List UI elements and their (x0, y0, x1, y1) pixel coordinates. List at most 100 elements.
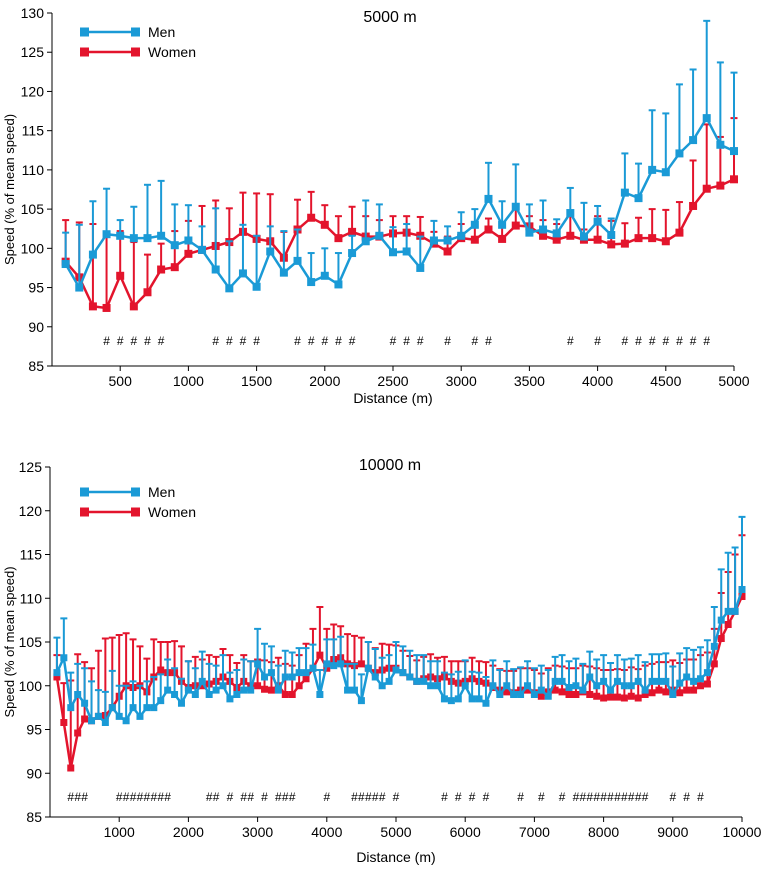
significance-marker: # (628, 790, 635, 804)
significance-marker: # (669, 790, 676, 804)
data-point (198, 677, 206, 685)
data-point (129, 302, 138, 311)
data-point (219, 682, 227, 690)
data-point (81, 715, 89, 723)
data-point (579, 232, 588, 241)
legend-entry-women: Women (80, 504, 196, 520)
data-point (293, 256, 302, 265)
x-tick-label: 3500 (514, 373, 545, 389)
data-point (558, 688, 566, 696)
significance-marker: # (130, 334, 137, 348)
y-tick-label: 125 (21, 44, 45, 60)
data-point (164, 686, 172, 694)
significance-marker: # (365, 790, 372, 804)
data-point (641, 691, 649, 698)
data-point (279, 268, 288, 277)
data-point (74, 691, 82, 698)
data-point (357, 697, 365, 705)
significance-marker: # (621, 790, 628, 804)
data-point (710, 642, 718, 650)
data-point (307, 278, 316, 287)
x-axis-label: Distance (m) (356, 849, 435, 865)
data-point (607, 230, 616, 239)
data-point (572, 682, 580, 690)
y-tick-label: 100 (21, 240, 45, 256)
significance-marker: # (697, 790, 704, 804)
data-point (634, 677, 642, 685)
significance-marker: # (607, 790, 614, 804)
legend-marker (80, 47, 89, 57)
significance-marker: # (323, 790, 330, 804)
data-point (143, 704, 151, 712)
legend-marker (131, 507, 140, 517)
data-point (600, 677, 608, 685)
chart-10000m: 85 90 95 100 105 110 115 120 125 1000 2000 3000 4000… (2, 457, 762, 865)
data-point (539, 225, 548, 234)
data-point (375, 231, 384, 240)
chart-5000m: 85 90 95 100 105 110 115 120 125 130 500 1000 1500 20… (2, 5, 750, 406)
legend-label: Men (148, 24, 175, 40)
data-point (170, 241, 179, 250)
significance-marker: # (213, 790, 220, 804)
y-tick-label: 115 (20, 547, 43, 563)
legend-label: Women (148, 44, 196, 60)
data-point (205, 691, 213, 698)
series-men (61, 19, 738, 293)
data-point (74, 729, 82, 737)
data-point (620, 239, 629, 248)
data-point (225, 284, 234, 293)
significance-marker: # (130, 790, 137, 804)
legend-entry-men: Men (80, 24, 175, 40)
series-women (61, 117, 738, 312)
data-point (738, 593, 746, 600)
data-point (566, 231, 575, 240)
significance-marker: # (158, 334, 165, 348)
data-point (689, 201, 698, 210)
significance-marker: # (662, 334, 669, 348)
data-point (593, 682, 601, 690)
significance-marker: # (116, 790, 123, 804)
data-point (427, 682, 435, 690)
significance-marker: # (164, 790, 171, 804)
x-tick-label: 500 (109, 373, 133, 389)
data-point (470, 220, 479, 229)
significance-marker: # (240, 334, 247, 348)
series-women (53, 534, 746, 772)
data-point (184, 236, 193, 245)
chart-title: 5000 m (363, 9, 416, 26)
x-tick-label: 2000 (173, 824, 204, 840)
y-tick-label: 100 (19, 678, 43, 694)
significance-marker: # (586, 790, 593, 804)
significance-marker: # (573, 790, 580, 804)
data-point (607, 240, 616, 249)
data-point (184, 686, 192, 694)
significance-marker: # (351, 790, 358, 804)
significance-marker: # (372, 790, 379, 804)
significance-marker: # (403, 334, 410, 348)
significance-marker: # (81, 790, 88, 804)
data-point (443, 236, 452, 245)
y-axis-label: Speed (% of mean speed) (2, 114, 17, 265)
data-point (389, 248, 397, 257)
data-point (523, 682, 531, 690)
data-point (413, 677, 421, 685)
data-point (539, 231, 548, 240)
data-point (703, 680, 711, 688)
series-line (64, 115, 735, 291)
y-axis-label: Speed (% of mean speed) (2, 566, 17, 717)
data-point (511, 221, 520, 230)
data-point (558, 677, 566, 685)
data-point (266, 247, 275, 256)
data-point (226, 695, 234, 703)
significance-marker: # (294, 334, 301, 348)
significance-marker: # (226, 334, 233, 348)
data-point (586, 673, 594, 681)
data-point (198, 682, 206, 690)
y-tick-label: 90 (28, 319, 44, 335)
x-tick-label: 7000 (519, 824, 550, 840)
data-point (334, 234, 343, 243)
data-point (344, 686, 352, 694)
data-point (320, 220, 329, 229)
data-point (537, 692, 545, 700)
